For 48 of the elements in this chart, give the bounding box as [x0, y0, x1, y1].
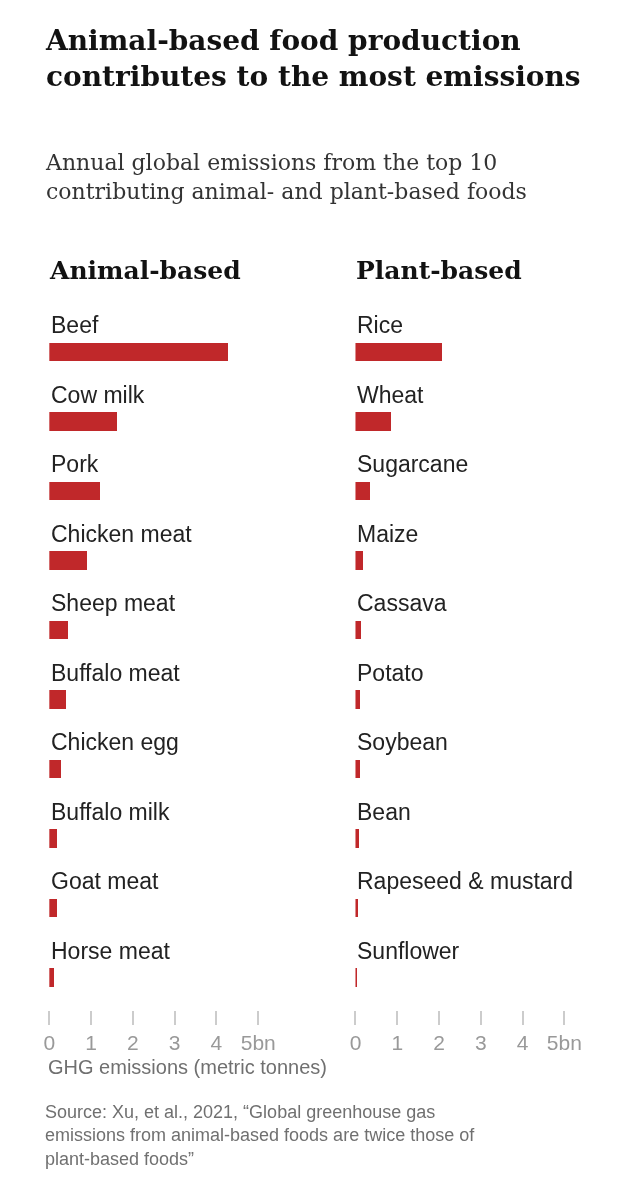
chart-title: Plant-based	[356, 256, 522, 285]
y-tick-label: Cow milk	[51, 382, 145, 408]
y-tick-label: Soybean	[357, 729, 448, 755]
x-tick-label: 2	[127, 1031, 139, 1055]
x-tick-label: 1	[85, 1031, 97, 1055]
y-tick-label: Sugarcane	[357, 451, 469, 477]
x-tick-label: 5bn	[546, 1031, 582, 1055]
source-note: Source: Xu, et al., 2021, “Global greenhouse gas emissions from animal-based foods are twice those of plant-based foods”	[45, 1102, 476, 1169]
y-tick-label: Buffalo milk	[51, 799, 170, 825]
x-tick-label: 4	[210, 1031, 223, 1055]
y-tick-label: Chicken egg	[51, 729, 179, 755]
x-tick-label: 2	[433, 1031, 445, 1055]
y-tick-label: Chicken meat	[51, 521, 193, 547]
y-tick-label: Goat meat	[51, 868, 159, 894]
bar	[355, 343, 443, 361]
bar	[49, 621, 69, 639]
text: Animal-based food production contributes to the most emissions	[45, 24, 581, 94]
x-tick-label: 4	[516, 1031, 529, 1055]
x-tick-label: 1	[391, 1031, 404, 1055]
bar	[355, 412, 392, 431]
bar	[49, 482, 101, 500]
x-tick-label: 3	[168, 1031, 181, 1055]
y-tick-label: Rapeseed & mustard	[357, 868, 574, 894]
x-axis-title: GHG emissions (metric tonnes)	[48, 1056, 327, 1078]
bar	[49, 343, 229, 361]
y-tick-label: Buffalo meat	[51, 660, 181, 686]
x-tick-label: 3	[474, 1031, 487, 1055]
x-tick-label: 0	[43, 1031, 56, 1055]
y-tick-label: Sunflower	[357, 938, 460, 964]
text: Annual global emissions from the top 10 contributing animal- and plant-based foods	[45, 150, 527, 204]
y-tick-label: Wheat	[357, 382, 425, 408]
chart-title: Animal-based	[49, 256, 241, 285]
y-tick-label: Beef	[51, 312, 99, 338]
y-tick-label: Cassava	[357, 590, 447, 616]
y-tick-label: Maize	[357, 521, 419, 547]
y-tick-label: Pork	[51, 451, 99, 477]
x-tick-label: 0	[349, 1031, 362, 1055]
y-tick-label: Potato	[357, 660, 424, 686]
y-tick-label: Sheep meat	[51, 590, 176, 616]
bar	[49, 690, 67, 709]
bar	[49, 412, 118, 431]
x-tick-label: 5bn	[240, 1031, 276, 1055]
y-tick-label: Bean	[357, 799, 411, 825]
bar	[355, 482, 371, 500]
bar	[49, 551, 88, 570]
bar	[49, 760, 62, 778]
y-tick-label: Rice	[357, 312, 404, 338]
y-tick-label: Horse meat	[51, 938, 171, 964]
